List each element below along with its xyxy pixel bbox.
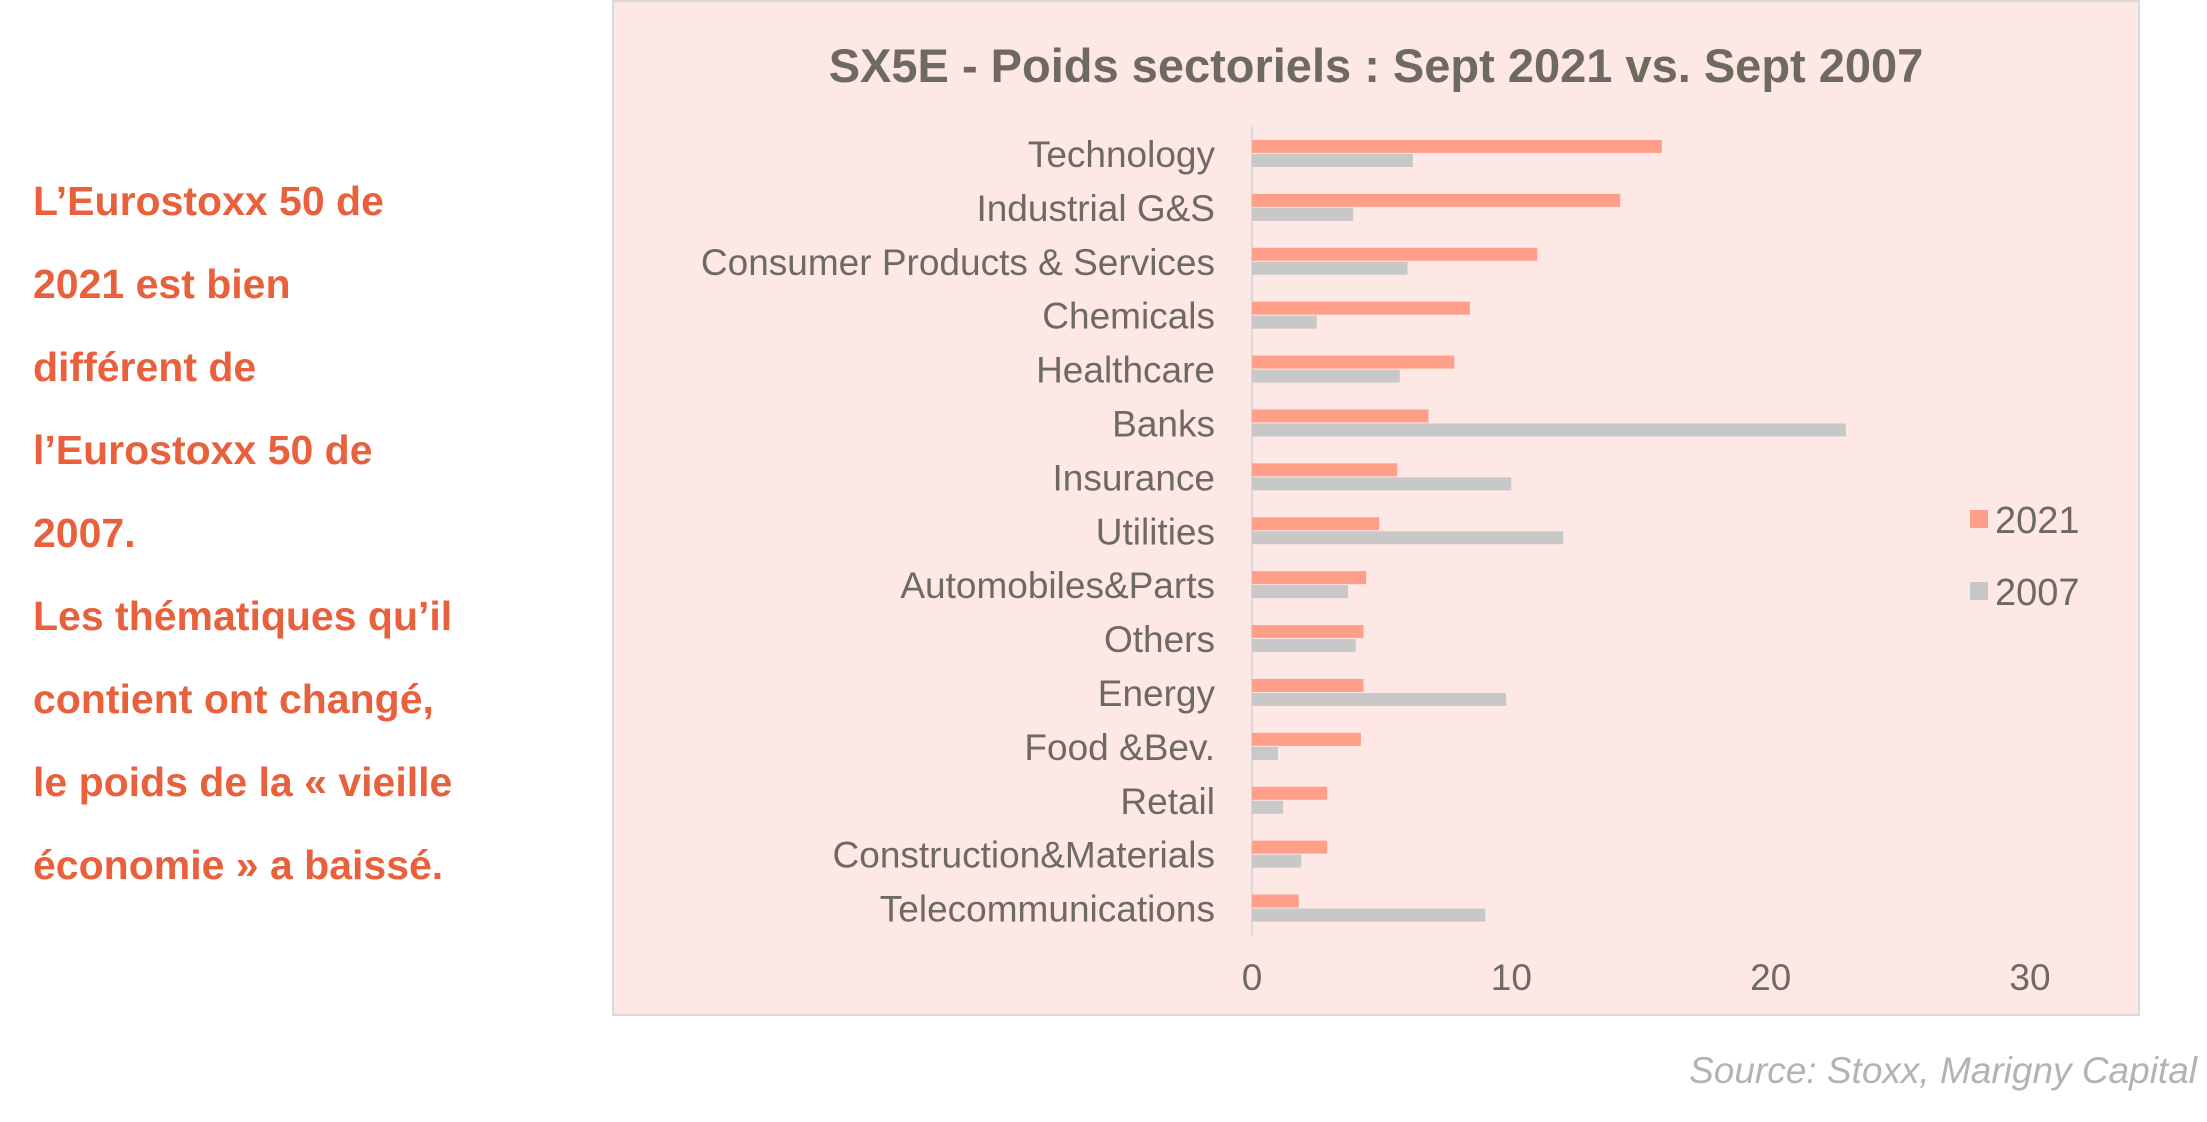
bar-2021 — [1252, 786, 1328, 800]
commentary-line: différent de — [33, 344, 257, 390]
legend-label: 2007 — [1995, 572, 2080, 614]
bar-2007 — [1252, 423, 1846, 437]
category-label: Healthcare — [1036, 350, 1215, 391]
bar-2007 — [1252, 854, 1302, 868]
bar-2021 — [1252, 732, 1361, 746]
x-tick-label: 0 — [1242, 957, 1263, 998]
category-label: Retail — [1120, 781, 1215, 822]
bar-2021 — [1252, 678, 1364, 692]
commentary-line: contient ont changé, — [33, 676, 434, 722]
commentary-line: le poids de la « vieille — [33, 759, 453, 805]
bar-2021 — [1252, 247, 1538, 261]
bar-2007 — [1252, 800, 1284, 814]
category-label: Others — [1104, 619, 1215, 660]
bar-2021 — [1252, 840, 1328, 854]
bar-2021 — [1252, 409, 1429, 423]
commentary-line: économie » a baissé. — [33, 842, 444, 888]
bar-2007 — [1252, 369, 1400, 383]
bar-2007 — [1252, 639, 1356, 653]
legend-label: 2021 — [1995, 500, 2080, 542]
bar-2021 — [1252, 625, 1364, 639]
bar-2007 — [1252, 908, 1486, 922]
bar-2007 — [1252, 477, 1512, 491]
chart-title: SX5E - Poids sectoriels : Sept 2021 vs. … — [828, 39, 1924, 92]
commentary-line: l’Eurostoxx 50 de — [33, 427, 373, 473]
bar-2007 — [1252, 261, 1408, 275]
category-label: Chemicals — [1042, 296, 1215, 337]
bar-2007 — [1252, 315, 1317, 329]
category-label: Construction&Materials — [833, 835, 1215, 876]
commentary-line: 2007. — [33, 510, 136, 556]
bar-2007 — [1252, 746, 1278, 760]
category-label: Insurance — [1053, 457, 1216, 498]
commentary-text: L’Eurostoxx 50 de 2021 est bien différen… — [33, 160, 593, 907]
legend-swatch-2007 — [1970, 582, 1988, 600]
bar-2021 — [1252, 193, 1621, 207]
category-label: Banks — [1112, 403, 1215, 444]
commentary-line: L’Eurostoxx 50 de — [33, 178, 384, 224]
bar-2021 — [1252, 301, 1470, 315]
category-label: Energy — [1098, 673, 1216, 714]
bar-2021 — [1252, 894, 1299, 908]
category-label: Food &Bev. — [1024, 727, 1215, 768]
bar-2021 — [1252, 355, 1455, 369]
source-note: Source: Stoxx, Marigny Capital — [1689, 1050, 2197, 1091]
legend-swatch-2021 — [1970, 510, 1988, 528]
x-tick-label: 30 — [2009, 957, 2050, 998]
bar-2021 — [1252, 517, 1380, 531]
x-tick-label: 10 — [1491, 957, 1532, 998]
x-tick-label: 20 — [1750, 957, 1791, 998]
category-label: Technology — [1028, 134, 1216, 175]
category-label: Industrial G&S — [976, 188, 1215, 229]
bar-2007 — [1252, 585, 1348, 599]
category-label: Utilities — [1096, 511, 1215, 552]
bar-2021 — [1252, 463, 1398, 477]
bar-2021 — [1252, 571, 1367, 585]
category-label: Telecommunications — [880, 889, 1215, 930]
category-label: Consumer Products & Services — [701, 242, 1215, 283]
bar-2021 — [1252, 139, 1662, 153]
commentary-line: Les thématiques qu’il — [33, 593, 453, 639]
chart-panel: SX5E - Poids sectoriels : Sept 2021 vs. … — [612, 0, 2140, 1016]
bar-2007 — [1252, 153, 1413, 167]
bar-2007 — [1252, 531, 1564, 545]
category-label: Automobiles&Parts — [900, 565, 1215, 606]
bar-2007 — [1252, 207, 1354, 221]
bar-2007 — [1252, 692, 1507, 706]
commentary-line: 2021 est bien — [33, 261, 291, 307]
